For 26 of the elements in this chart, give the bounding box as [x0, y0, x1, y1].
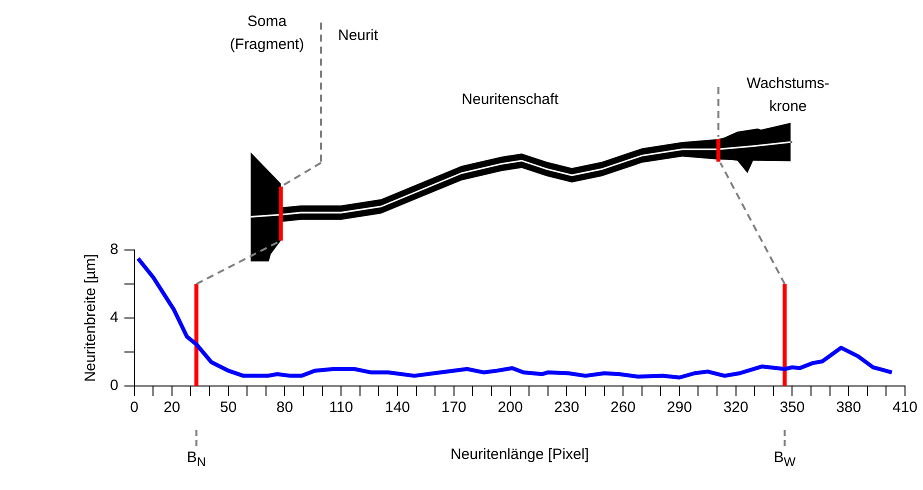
y-tick-label: 4 [110, 309, 118, 326]
text: Soma (Fragment) [228, 12, 306, 55]
x-tick-label: 260 [610, 399, 636, 416]
x-tick-label: 170 [441, 399, 466, 416]
x-tick-label: 320 [723, 399, 748, 416]
text: Neuritenschaft [460, 90, 560, 110]
y-tick-label: 0 [110, 377, 118, 394]
x-axis-title: Neuritenlänge [Pixel] [450, 446, 589, 464]
x-tick-label: 50 [220, 399, 237, 416]
x-tick-label: 200 [498, 399, 523, 416]
x-tick-label: 380 [836, 399, 862, 416]
x-tick-label: 110 [329, 399, 354, 416]
x-tick-label: 290 [666, 399, 692, 416]
x-tick-label: 350 [780, 399, 805, 416]
text: Wachstums-krone [746, 74, 830, 117]
x-tick-label: 20 [164, 399, 180, 416]
annotation: B$_{N}$ [186, 448, 207, 471]
x-tick-label: 410 [892, 399, 918, 416]
x-tick-label: 140 [384, 399, 410, 416]
y-axis-title: Neuritenbreite [µm] [82, 254, 100, 382]
x-tick-label: 230 [554, 399, 580, 416]
x-tick-label: 80 [276, 399, 294, 416]
y-tick-label: 8 [110, 241, 118, 258]
text: Neurit [336, 26, 379, 46]
annotation: B$_{W}$ [772, 448, 797, 471]
x-tick-label: 0 [130, 399, 139, 416]
